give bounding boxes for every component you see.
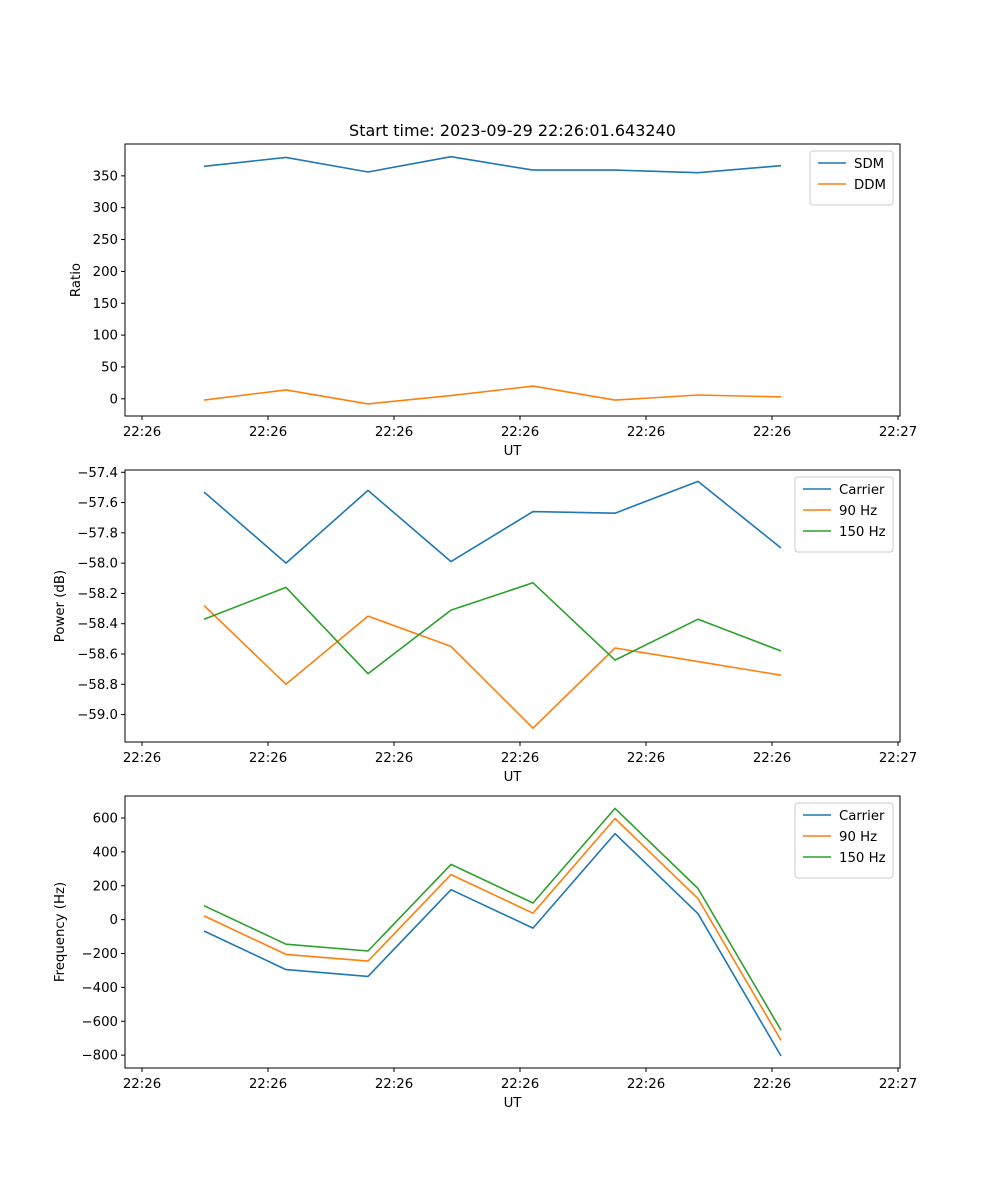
legend-label: Carrier: [839, 483, 885, 498]
series-line-90-hz: [203, 817, 782, 1041]
y-tick-label: −600: [81, 1015, 118, 1030]
y-tick-label: −58.4: [77, 617, 118, 632]
legend: Carrier 90 Hz 150 Hz: [794, 802, 894, 879]
series-line-150-hz: [203, 581, 782, 675]
y-tick-label: 100: [93, 329, 118, 344]
x-tick-label: 22:26: [753, 425, 791, 440]
x-tick-label: 22:26: [123, 425, 161, 440]
series-line-90-hz: [203, 604, 782, 730]
y-axis-label: Frequency (Hz): [53, 882, 68, 982]
figure-title: Start time: 2023-09-29 22:26:01.643240: [349, 121, 676, 140]
axes-frame: [124, 143, 901, 417]
x-tick-label: 22:26: [501, 751, 539, 766]
y-tick-label: −200: [81, 947, 118, 962]
y-tick-label: −58.8: [77, 678, 118, 693]
y-tick-label: 50: [101, 360, 118, 375]
x-tick-label: 22:26: [501, 1077, 539, 1092]
series-line-sdm: [203, 155, 782, 174]
x-tick-label: 22:26: [123, 751, 161, 766]
x-tick-label: 22:26: [249, 751, 287, 766]
y-tick-label: 350: [93, 169, 118, 184]
x-tick-label: 22:26: [627, 751, 665, 766]
series-line-ddm: [203, 385, 782, 405]
y-tick-label: −400: [81, 981, 118, 996]
y-tick-label: −59.0: [77, 708, 118, 723]
x-tick-label: 22:26: [123, 1077, 161, 1092]
x-tick-label: 22:26: [627, 425, 665, 440]
y-tick-label: 400: [93, 845, 118, 860]
y-axis-label: Ratio: [69, 263, 84, 297]
legend-label: 150 Hz: [839, 851, 886, 866]
x-tick-label: 22:27: [879, 1077, 917, 1092]
legend-box: [809, 150, 894, 206]
y-tick-label: −800: [81, 1049, 118, 1064]
y-tick-label: −57.6: [77, 496, 118, 511]
y-tick-label: −58.0: [77, 557, 118, 572]
y-tick-label: 0: [110, 913, 118, 928]
y-tick-label: 300: [93, 201, 118, 216]
legend-label: 90 Hz: [839, 830, 877, 845]
x-tick-label: 22:27: [879, 425, 917, 440]
y-tick-label: 150: [93, 297, 118, 312]
y-tick-label: 200: [93, 879, 118, 894]
subplot-3: 22:26 22:26 22:26 22:26 22:26 22:26 22:27 −800 −…: [53, 795, 917, 1111]
x-tick-label: 22:26: [753, 1077, 791, 1092]
subplot-2: 22:26 22:26 22:26 22:26 22:26 22:26 22:27 −59.0…: [53, 466, 917, 785]
axes-frame: [124, 469, 901, 743]
series-line-150-hz: [203, 807, 782, 1031]
y-tick-label: −58.6: [77, 648, 118, 663]
y-axis-label: Power (dB): [53, 570, 68, 642]
x-tick-label: 22:26: [627, 1077, 665, 1092]
legend-box: [794, 802, 894, 879]
y-tick-label: 200: [93, 265, 118, 280]
subplot-1: 22:26 22:26 22:26 22:26 22:26 22:26 22:27 0 50 10…: [69, 143, 917, 459]
legend: SDM DDM: [809, 150, 894, 206]
y-tick-label: 600: [93, 812, 118, 827]
x-tick-label: 22:26: [249, 1077, 287, 1092]
y-tick-label: 250: [93, 233, 118, 248]
x-axis-label: UT: [504, 770, 523, 785]
legend-box: [794, 476, 894, 553]
y-tick-label: 0: [110, 392, 118, 407]
axes-frame: [124, 795, 901, 1069]
legend-label: DDM: [854, 178, 886, 193]
legend-label: 90 Hz: [839, 504, 877, 519]
x-tick-label: 22:26: [375, 1077, 413, 1092]
legend-label: 150 Hz: [839, 525, 886, 540]
x-axis-label: UT: [504, 444, 523, 459]
x-tick-label: 22:26: [501, 425, 539, 440]
y-tick-label: −57.8: [77, 526, 118, 541]
series-line-carrier: [203, 480, 782, 564]
series-line-carrier: [203, 832, 782, 1057]
x-tick-label: 22:26: [249, 425, 287, 440]
legend-label: Carrier: [839, 809, 885, 824]
x-axis-label: UT: [504, 1096, 523, 1111]
legend-label: SDM: [854, 157, 884, 172]
x-tick-label: 22:27: [879, 751, 917, 766]
legend: Carrier 90 Hz 150 Hz: [794, 476, 894, 553]
y-tick-label: −58.2: [77, 587, 118, 602]
x-tick-label: 22:26: [375, 425, 413, 440]
y-tick-label: −57.4: [77, 466, 118, 481]
x-tick-label: 22:26: [753, 751, 791, 766]
x-tick-label: 22:26: [375, 751, 413, 766]
